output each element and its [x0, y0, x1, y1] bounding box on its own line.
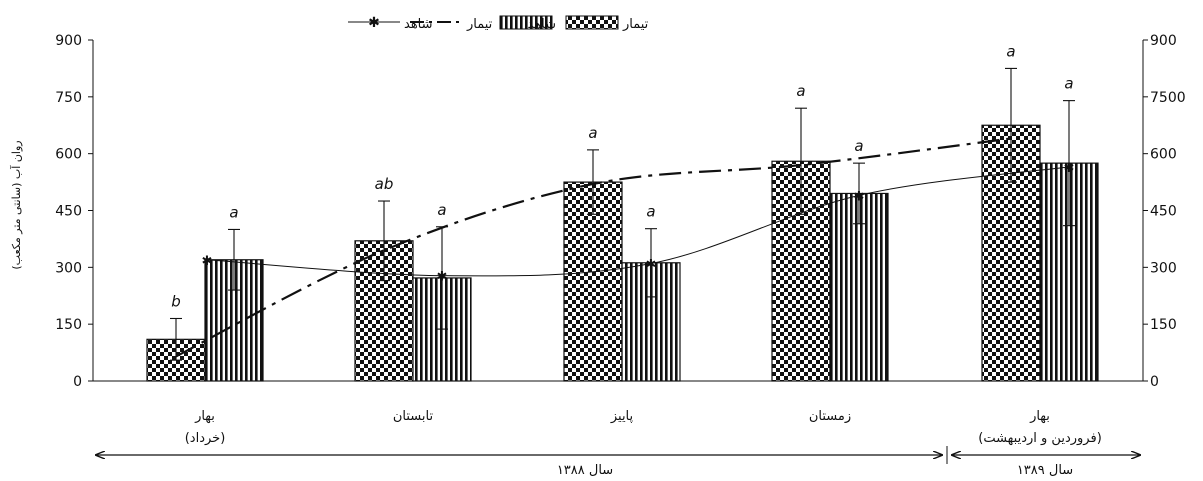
- y-tick-right-label: 450: [1150, 204, 1177, 220]
- legend-label-control-bar: شاهد: [527, 17, 556, 32]
- category-sublabel: (فروردین و اردیبهشت): [978, 431, 1102, 446]
- year-label-1388: سال ۱۳۸۸: [557, 463, 613, 478]
- treatment-significance-letter: ab: [375, 175, 394, 193]
- legend-label-treatment-line: تیمار: [466, 17, 493, 32]
- y-ticks-right: 0 150 300 450 600 7500 900: [1143, 33, 1186, 390]
- legend-label-treatment-bar: تیمار: [622, 17, 649, 32]
- y-tick-right-label: 900: [1150, 33, 1177, 49]
- treatment-significance-letter: a: [588, 124, 597, 142]
- control-line-marker: ✱: [437, 270, 448, 285]
- y-tick-right-label: 150: [1150, 317, 1177, 333]
- y-tick-right-label: 0: [1150, 374, 1159, 390]
- legend-label-control-line: شاهد: [404, 17, 433, 32]
- category-label: تابستان: [393, 409, 434, 424]
- control-significance-letter: a: [229, 203, 238, 221]
- y-ticks-left: 0 150 300 450 600 750 900: [55, 33, 93, 390]
- y-tick-left-label: 0: [73, 374, 82, 390]
- category-sublabel: (خرداد): [185, 431, 226, 446]
- treatment-significance-letter: a: [1006, 42, 1015, 60]
- series-lines: ✱ ✱ ✱ ✱ ✱: [175, 137, 1075, 358]
- y-tick-left-label: 900: [55, 33, 82, 49]
- y-tick-right-label: 300: [1150, 260, 1177, 276]
- legend-star-marker: ✱: [368, 15, 380, 31]
- y-tick-left-label: 300: [55, 260, 82, 276]
- control-significance-letter: a: [1064, 75, 1073, 93]
- y-tick-left-label: 600: [55, 147, 82, 163]
- y-axis-label: روان آب (سانتی متر مکعب): [9, 140, 23, 269]
- treatment-significance-letter: b: [171, 292, 181, 310]
- y-tick-left-label: 450: [55, 204, 82, 220]
- control-line-marker: ✱: [202, 254, 213, 269]
- control-line-marker: ✱: [854, 189, 865, 204]
- y-tick-left-label: 150: [55, 317, 82, 333]
- treatment-bar: [563, 181, 623, 382]
- control-line-marker: ✱: [1064, 161, 1075, 176]
- control-significance-letter: a: [437, 201, 446, 219]
- category-label: زمستان: [809, 409, 851, 424]
- category-label: پاییز: [610, 409, 634, 424]
- control-significance-letter: a: [854, 137, 863, 155]
- y-tick-left-label: 750: [55, 90, 82, 106]
- y-tick-right-label: 7500: [1150, 90, 1186, 106]
- control-line-marker: ✱: [646, 258, 657, 273]
- legend-swatch-control-bar: [499, 15, 553, 30]
- legend: تیمار شاهد تیمار ✱ شاهد: [348, 15, 649, 32]
- control-significance-letter: a: [646, 203, 655, 221]
- category-label: بهار: [1029, 409, 1050, 424]
- control-bar: [829, 192, 889, 382]
- bars: b ab a a a a a a a a: [146, 42, 1099, 382]
- treatment-line: [175, 137, 1012, 358]
- legend-swatch-treatment-bar: [565, 15, 619, 30]
- year-label-1389: سال ۱۳۸۹: [1017, 463, 1073, 478]
- category-label: بهار: [194, 409, 215, 424]
- category-labels: بهار (خرداد) تابستان پاییز زمستان بهار (فروردی…: [185, 409, 1102, 446]
- control-line: [206, 166, 1070, 277]
- y-tick-right-label: 600: [1150, 147, 1177, 163]
- treatment-significance-letter: a: [796, 82, 805, 100]
